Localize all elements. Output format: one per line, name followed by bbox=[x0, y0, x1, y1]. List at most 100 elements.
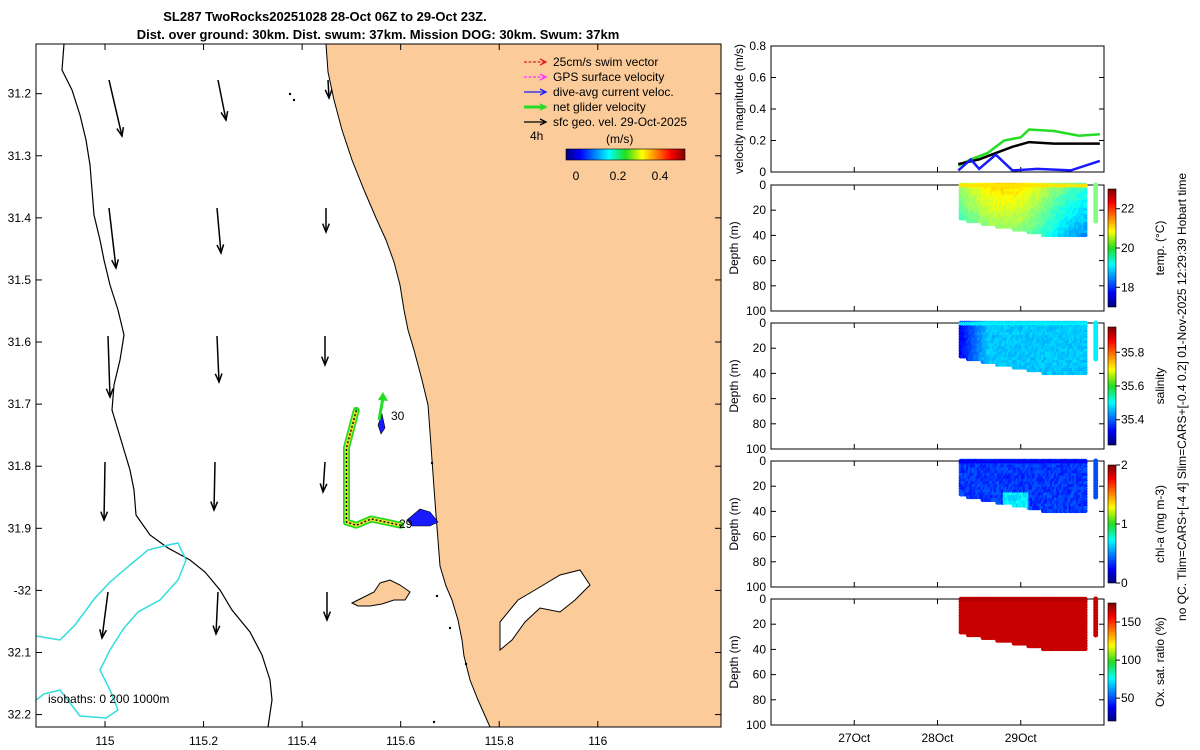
velocity-series-line bbox=[957, 152, 1101, 172]
map-y-tick-label: -32 bbox=[14, 583, 32, 597]
legend-item: 25cm/s swim vector bbox=[524, 55, 658, 69]
velocity-ylabel: velocity magnitude (m/s) bbox=[732, 44, 746, 174]
depth-tick-label: 20 bbox=[753, 203, 767, 217]
glider-track bbox=[342, 392, 439, 529]
section-data bbox=[958, 596, 1099, 652]
map-y-tick-label: 32.1 bbox=[8, 645, 32, 659]
current-arrow-head bbox=[105, 388, 114, 400]
colorbar-tick-label: 35.4 bbox=[1121, 413, 1145, 427]
map-y-tick-label: 31.9 bbox=[8, 521, 32, 535]
surface-point bbox=[1083, 459, 1088, 464]
colorbar-tick-label: 18 bbox=[1121, 280, 1135, 294]
section-colorbar bbox=[1107, 188, 1117, 308]
section-data bbox=[958, 458, 1099, 514]
track-arrow-head bbox=[378, 392, 388, 401]
section-ylabel: Depth (m) bbox=[727, 221, 741, 274]
current-arrow bbox=[101, 591, 109, 639]
section-point bbox=[1083, 370, 1088, 376]
depth-tick-label: 40 bbox=[753, 366, 767, 380]
map-colorbar bbox=[565, 148, 686, 161]
depth-tick-label: 0 bbox=[759, 316, 766, 330]
velocity-y-tick-label: 0.6 bbox=[749, 71, 766, 85]
colorbar-tick-label: 22 bbox=[1121, 202, 1135, 216]
velocity-frame bbox=[770, 45, 1105, 173]
map-y-tick-label: 31.2 bbox=[8, 87, 32, 101]
velocity-series-line bbox=[958, 140, 1100, 166]
colorbar-tick-label: 2 bbox=[1121, 458, 1128, 472]
current-arrow bbox=[103, 461, 106, 521]
velocity-y-tick-label: 0.4 bbox=[749, 102, 766, 116]
legend-swatch-head bbox=[539, 73, 548, 81]
section-ylabel: Depth (m) bbox=[727, 635, 741, 688]
depth-tick-label: 100 bbox=[746, 580, 766, 594]
legend-item: GPS surface velocity bbox=[524, 70, 664, 84]
colorbar-tick-2: 0.4 bbox=[652, 169, 669, 183]
current-arrow-head bbox=[216, 244, 225, 256]
legend-label: dive-avg current veloc. bbox=[553, 85, 674, 99]
depth-tick-label: 80 bbox=[753, 693, 767, 707]
section-point bbox=[1093, 494, 1099, 500]
velocity-y-tick-label: 0.2 bbox=[749, 134, 766, 148]
legend-label: sfc geo. vel. 29-Oct-2025 bbox=[553, 115, 687, 129]
colorbar-tick-label: 1 bbox=[1121, 517, 1128, 531]
legend-swatch-head bbox=[539, 118, 548, 126]
legend-item: net glider velocity bbox=[524, 100, 646, 114]
depth-tick-label: 0 bbox=[759, 454, 766, 468]
legend-time-label: 4h bbox=[530, 129, 543, 143]
map-estuary bbox=[499, 569, 591, 652]
depth-tick-label: 100 bbox=[746, 304, 766, 318]
track-blue-patch bbox=[406, 508, 439, 527]
map-x-tick-label: 115.4 bbox=[288, 734, 317, 748]
colorbar-tick-0: 0 bbox=[573, 169, 580, 183]
current-arrow bbox=[215, 591, 219, 635]
depth-tick-label: 60 bbox=[753, 530, 767, 544]
current-arrow-head bbox=[116, 126, 125, 138]
velocity-y-tick-label: 0 bbox=[759, 165, 766, 179]
current-arrow-head bbox=[212, 625, 221, 637]
current-arrow bbox=[108, 79, 123, 137]
depth-tick-label: 0 bbox=[759, 592, 766, 606]
legend-label: GPS surface velocity bbox=[553, 70, 664, 84]
colorbar-label: chl-a (mg m-3) bbox=[1153, 485, 1167, 563]
legend-label: net glider velocity bbox=[553, 100, 646, 114]
section-ylabel: Depth (m) bbox=[727, 359, 741, 412]
section-data bbox=[958, 182, 1099, 238]
map-x-tick-label: 116 bbox=[588, 734, 607, 748]
section-data bbox=[958, 320, 1099, 376]
map-island bbox=[350, 579, 411, 607]
colorbar-title: (m/s) bbox=[606, 132, 633, 146]
section-ylabel: Depth (m) bbox=[727, 497, 741, 550]
legend-swatch-head bbox=[539, 88, 548, 96]
section-point bbox=[1093, 218, 1099, 224]
map-frame bbox=[35, 43, 722, 728]
surface-point bbox=[1083, 183, 1088, 188]
colorbar-tick-label: 35.8 bbox=[1121, 345, 1145, 359]
legend-item: sfc geo. vel. 29-Oct-2025 bbox=[524, 115, 687, 129]
current-arrow-head bbox=[220, 111, 229, 122]
track-black bbox=[345, 410, 401, 527]
current-arrow-head bbox=[324, 89, 333, 101]
map-y-tick-label: 32.2 bbox=[8, 708, 32, 722]
legend-item: dive-avg current veloc. bbox=[524, 85, 674, 99]
isobath-label: isobaths: 0 200 1000m bbox=[48, 692, 169, 706]
current-arrow-head bbox=[111, 259, 120, 271]
map-x-tick-label: 115.2 bbox=[189, 734, 218, 748]
current-arrow-head bbox=[210, 501, 219, 513]
current-arrow-head bbox=[99, 629, 108, 641]
current-arrow bbox=[107, 335, 111, 398]
depth-tick-label: 20 bbox=[753, 479, 767, 493]
colorbar-tick-label: 0 bbox=[1121, 576, 1128, 590]
map-land bbox=[325, 44, 721, 727]
map-y-tick-label: 31.5 bbox=[8, 273, 32, 287]
current-arrow-head bbox=[100, 511, 109, 523]
section-colorbar bbox=[1107, 326, 1117, 446]
section-colorbar bbox=[1107, 464, 1117, 584]
current-arrow-head bbox=[321, 223, 331, 235]
legend-label: 25cm/s swim vector bbox=[553, 55, 658, 69]
map-y-tick-label: 31.7 bbox=[8, 397, 32, 411]
